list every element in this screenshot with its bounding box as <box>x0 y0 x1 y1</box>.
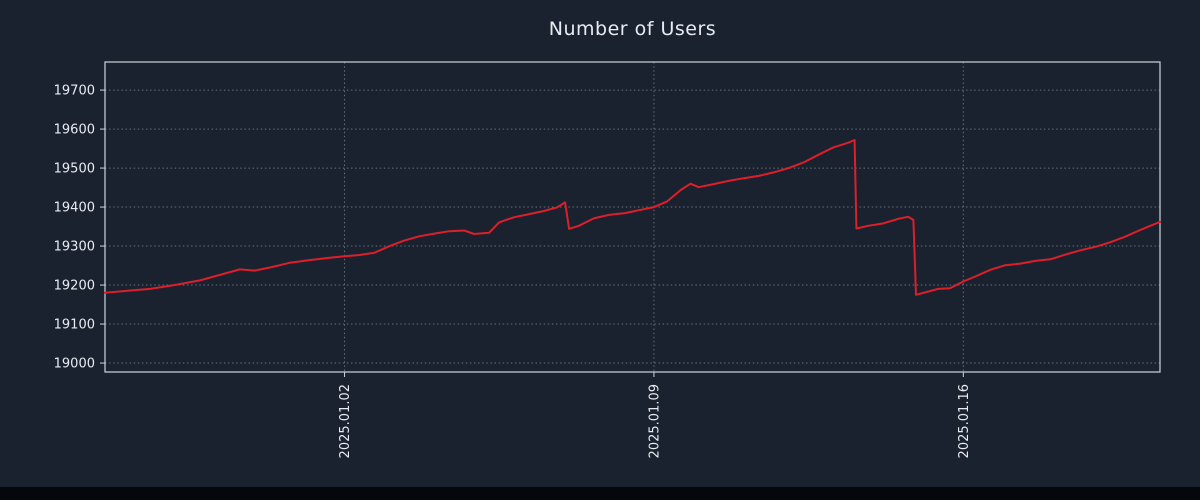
y-tick-label: 19700 <box>54 84 95 99</box>
y-tick-label: 19300 <box>54 240 95 255</box>
y-tick-label: 19100 <box>54 318 95 333</box>
bottom-bar <box>0 487 1200 500</box>
y-tick-label: 19200 <box>54 279 95 294</box>
y-tick-label: 19500 <box>54 162 95 177</box>
y-tick-label: 19600 <box>54 123 95 138</box>
x-tick-label: 2025.01.16 <box>957 384 972 458</box>
x-tick-label: 2025.01.02 <box>338 384 353 458</box>
plot-frame <box>104 61 1161 373</box>
chart-title: Number of Users <box>548 18 717 40</box>
x-tick-label: 2025.01.09 <box>647 384 662 458</box>
y-tick-label: 19000 <box>54 357 95 372</box>
y-tick-label: 19400 <box>54 201 95 216</box>
users-line-series <box>104 139 1161 296</box>
